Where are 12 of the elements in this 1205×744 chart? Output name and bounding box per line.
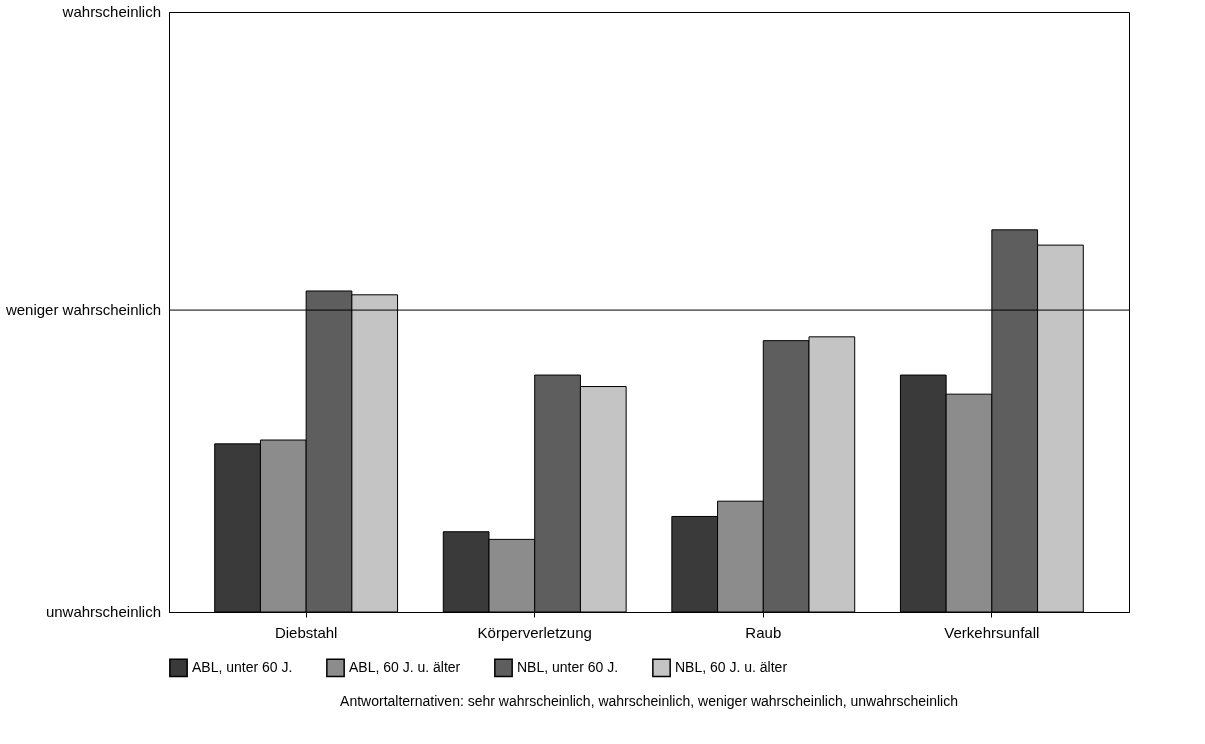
x-tick-label: Raub (745, 623, 782, 641)
text: wahrscheinlich (61, 3, 161, 20)
x-tick-label: Körperverletzung (477, 623, 592, 641)
legend-label: NBL, 60 J. u. älter (675, 658, 788, 675)
x-tick-label: Diebstahl (274, 623, 338, 641)
text: Antwortalternativen: sehr wahrscheinlich, wahrscheinlich, weniger wahrscheinlich, unwahrscheinlich (340, 693, 958, 709)
ref-line-label: weniger wahrscheinlich (4, 301, 161, 319)
legend-label: ABL, 60 J. u. älter (349, 658, 461, 675)
text: unwahrscheinlich (45, 603, 161, 620)
legend-label: ABL, unter 60 J. (192, 658, 293, 675)
x-tick-label: Verkehrsunfall (944, 623, 1040, 641)
legend-label: NBL, unter 60 J. (517, 658, 619, 675)
